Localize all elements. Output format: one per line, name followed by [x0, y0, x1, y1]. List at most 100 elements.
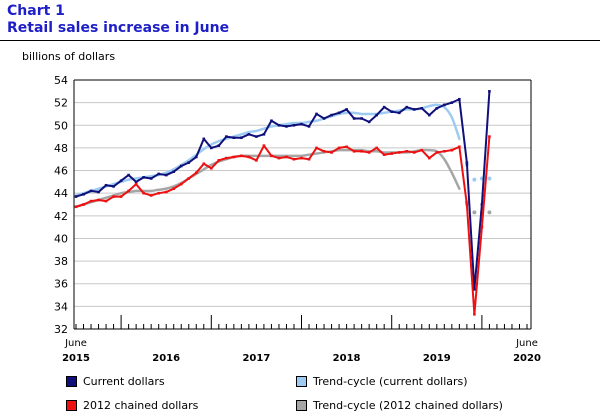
- series-point-current: [194, 155, 198, 159]
- legend-item-current: Current dollars: [66, 375, 165, 388]
- series-point-current: [315, 112, 318, 116]
- series-point-current: [142, 176, 145, 179]
- series-point-chained: [89, 199, 93, 203]
- series-point-current: [240, 136, 243, 140]
- series-point-chained: [210, 166, 213, 170]
- chart-heading: Chart 1 Retail sales increase in June: [7, 3, 229, 37]
- y-tick-label: 38: [54, 255, 68, 268]
- series-point-current: [397, 111, 401, 115]
- series-point-chained: [480, 225, 484, 229]
- series-point-chained: [458, 145, 461, 149]
- x-tick-label-year: 2016: [152, 353, 180, 364]
- series-point-chained: [382, 153, 386, 156]
- series-point-current: [127, 173, 130, 177]
- y-tick-label: 32: [54, 323, 68, 336]
- series-point-current: [420, 106, 424, 110]
- legend-swatch-trend-current: [296, 376, 307, 387]
- series-point-chained: [375, 146, 378, 150]
- series-point-chained: [157, 191, 160, 195]
- series-point-chained: [149, 194, 153, 197]
- series-point-current: [247, 133, 251, 136]
- series-point-chained: [420, 148, 424, 152]
- series-point-current: [292, 123, 296, 127]
- series-point-chained: [277, 156, 281, 160]
- series-point-chained: [142, 191, 145, 195]
- series-point-current: [300, 122, 303, 126]
- series-point-chained: [427, 156, 431, 160]
- series-point-chained: [390, 152, 393, 155]
- legend-swatch-trend-chained: [296, 400, 307, 411]
- x-tick-label-year: 2018: [333, 353, 361, 364]
- series-point-chained: [360, 150, 363, 153]
- series-point-current: [322, 117, 326, 120]
- legend-item-trend-current: Trend-cycle (current dollars): [296, 375, 468, 388]
- series-point-chained: [300, 156, 303, 160]
- series-point-chained: [270, 154, 273, 158]
- series-point-chained: [315, 146, 318, 150]
- series-point-current: [465, 161, 469, 164]
- series-point-chained: [285, 155, 288, 159]
- x-tick-label-year: 2020: [513, 353, 541, 364]
- series-point-current: [202, 137, 206, 141]
- series-point-chained: [104, 199, 108, 203]
- series-point-current: [89, 189, 93, 193]
- series-point-chained: [225, 156, 228, 160]
- series-point-current: [352, 117, 356, 120]
- series-point-trend_current: [487, 176, 492, 181]
- series-point-chained: [202, 162, 206, 166]
- series-point-chained: [405, 150, 409, 153]
- series-point-current: [473, 288, 476, 291]
- series-point-current: [450, 101, 454, 104]
- series-point-current: [405, 105, 409, 109]
- series-point-chained: [179, 182, 183, 186]
- chart-number: Chart 1: [7, 3, 65, 19]
- series-point-chained: [488, 135, 491, 138]
- series-point-chained: [322, 150, 326, 153]
- series-point-chained: [247, 155, 251, 159]
- series-point-current: [225, 135, 228, 138]
- series-point-current: [179, 164, 183, 168]
- series-point-chained: [292, 157, 296, 161]
- series-point-current: [375, 113, 378, 117]
- x-tick-label: June: [64, 338, 87, 349]
- legend-item-trend-chained: Trend-cycle (2012 chained dollars): [296, 399, 503, 412]
- y-tick-label: 36: [54, 278, 68, 291]
- series-point-chained: [74, 205, 78, 209]
- series-point-chained: [352, 150, 356, 153]
- series-point-current: [427, 113, 431, 117]
- series-point-current: [382, 105, 386, 109]
- series-point-current: [285, 125, 288, 128]
- chart-title: Retail sales increase in June: [7, 20, 230, 36]
- series-point-current: [104, 183, 108, 187]
- series-point-current: [187, 161, 191, 164]
- legend-swatch-chained: [66, 400, 77, 411]
- y-tick-label: 50: [54, 119, 68, 132]
- x-tick-label-year: 2015: [62, 353, 90, 364]
- series-point-chained: [255, 159, 258, 162]
- legend-label-trend-current: Trend-cycle (current dollars): [313, 375, 468, 388]
- series-point-chained: [134, 182, 138, 186]
- series-point-current: [210, 146, 213, 150]
- series-point-chained: [187, 177, 191, 180]
- series-point-current: [443, 103, 446, 107]
- y-tick-label: 40: [54, 232, 68, 245]
- series-point-current: [270, 119, 273, 123]
- y-axis-unit-label: billions of dollars: [22, 50, 116, 63]
- series-point-chained: [262, 144, 266, 147]
- series-point-chained: [172, 187, 176, 190]
- series-point-chained: [450, 148, 454, 152]
- series-point-current: [164, 173, 168, 177]
- legend-swatch-current: [66, 376, 77, 387]
- series-point-chained: [465, 203, 469, 206]
- series-point-current: [157, 172, 160, 176]
- series-point-trend_current: [472, 177, 477, 182]
- series-point-chained: [164, 190, 168, 194]
- y-tick-label: 54: [54, 74, 68, 87]
- series-point-chained: [119, 195, 123, 198]
- series-point-chained: [412, 151, 416, 154]
- series-point-current: [255, 135, 258, 138]
- x-tick-label: June: [515, 338, 538, 349]
- series-point-current: [217, 144, 221, 147]
- y-tick-label: 42: [54, 210, 68, 223]
